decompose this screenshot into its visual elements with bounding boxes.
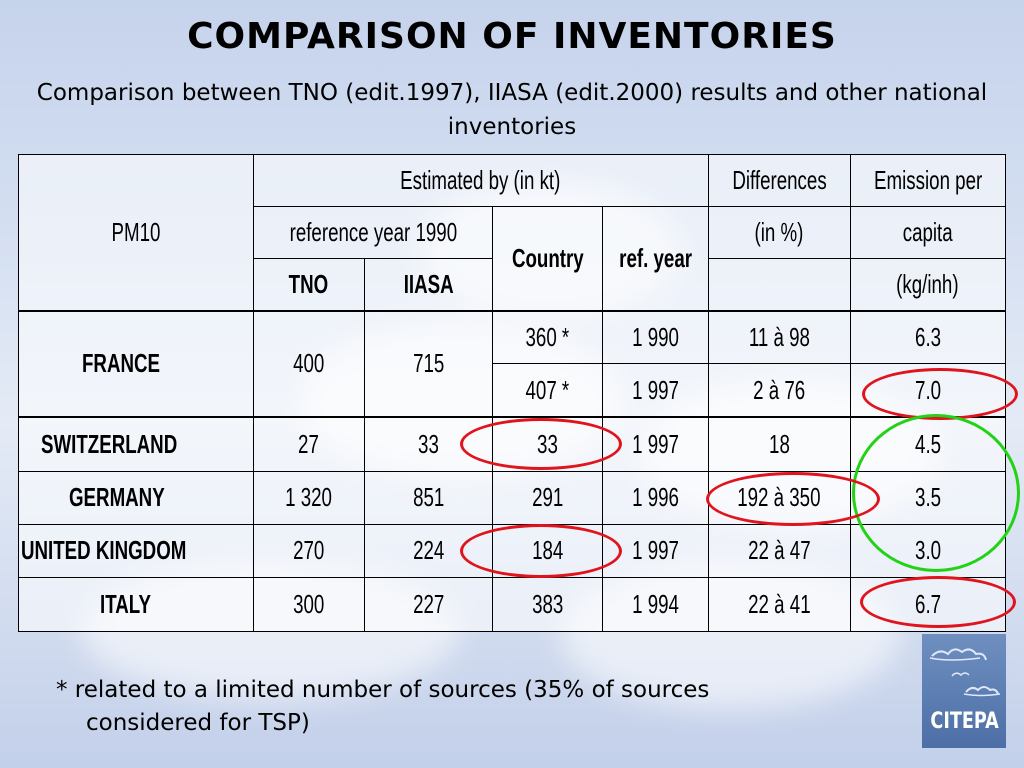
footnote-line2: considered for TSP) <box>86 710 310 736</box>
cell-emission: 3.5 <box>849 470 1007 525</box>
table-row: ITALY 300 227 383 1 994 22 à 41 6.7 <box>18 576 1007 633</box>
cell-ref-year: 1 994 <box>601 576 709 633</box>
cell-emission: 7.0 <box>849 363 1007 418</box>
cell-ref-year: 1 990 <box>601 309 709 365</box>
logo-text: CITEPA <box>930 709 999 734</box>
header-differences: Differences <box>707 153 851 208</box>
inventories-table: PM10 Estimated by (in kt) Differences Em… <box>18 153 1007 633</box>
cell-ref-year: 1 997 <box>601 415 709 472</box>
row-country-name: FRANCE <box>18 309 254 418</box>
footnote-line1: * related to a limited number of sources… <box>56 677 710 703</box>
row-country-name: SWITZERLAND <box>18 415 254 472</box>
row-country-name: ITALY <box>18 576 254 633</box>
cell-ref-year: 1 996 <box>601 470 709 525</box>
cell-iiasa: 715 <box>364 309 494 418</box>
header-emission-line2: capita <box>849 206 1007 260</box>
cell-emission: 6.7 <box>849 576 1007 633</box>
cell-differences: 18 <box>707 415 851 472</box>
cell-iiasa: 224 <box>364 523 494 578</box>
table-row: GERMANY 1 320 851 291 1 996 192 à 350 3.… <box>18 470 1007 525</box>
cell-country: 291 <box>492 470 603 525</box>
page-subtitle: Comparison between TNO (edit.1997), IIAS… <box>36 80 988 140</box>
cell-country: 407 * <box>492 363 603 418</box>
cell-country: 360 * <box>492 309 603 365</box>
cell-differences: 22 à 41 <box>707 576 851 633</box>
row-country-name: GERMANY <box>18 470 254 525</box>
cell-tno: 1 320 <box>252 470 366 525</box>
cloud-icon <box>929 648 1001 697</box>
cell-differences: 192 à 350 <box>707 470 851 525</box>
header-differences-blank <box>707 258 851 312</box>
cell-emission: 3.0 <box>849 523 1007 578</box>
cell-ref-year: 1 997 <box>601 363 709 418</box>
row-country-name: UNITED KINGDOM <box>18 523 254 578</box>
cell-iiasa: 33 <box>364 415 494 472</box>
cell-tno: 27 <box>252 415 366 472</box>
cell-ref-year: 1 997 <box>601 523 709 578</box>
citepa-logo: CITEPA <box>922 634 1006 748</box>
cell-tno: 270 <box>252 523 366 578</box>
cell-emission: 4.5 <box>849 415 1007 472</box>
cell-emission: 6.3 <box>849 309 1007 365</box>
cell-tno: 300 <box>252 576 366 633</box>
footnote: * related to a limited number of sources… <box>56 674 896 740</box>
cell-country: 33 <box>492 415 603 472</box>
cell-tno: 400 <box>252 309 366 418</box>
cell-country: 383 <box>492 576 603 633</box>
table-row: SWITZERLAND 27 33 33 1 997 18 4.5 <box>18 415 1007 472</box>
table-row: UNITED KINGDOM 270 224 184 1 997 22 à 47… <box>18 523 1007 578</box>
header-iiasa: IIASA <box>364 258 494 312</box>
header-emission: Emission per <box>849 153 1007 208</box>
cell-iiasa: 851 <box>364 470 494 525</box>
header-pm10: PM10 <box>18 153 254 312</box>
cell-country: 184 <box>492 523 603 578</box>
page-title: COMPARISON OF INVENTORIES <box>187 16 837 57</box>
header-reference-year: reference year 1990 <box>252 206 494 260</box>
cell-iiasa: 227 <box>364 576 494 633</box>
cell-differences: 2 à 76 <box>707 363 851 418</box>
header-estimated: Estimated by (in kt) <box>252 153 709 208</box>
header-ref-year: ref. year <box>601 206 709 312</box>
cell-differences: 22 à 47 <box>707 523 851 578</box>
header-differences-unit: (in %) <box>707 206 851 260</box>
table-row: FRANCE 400 715 360 * 1 990 11 à 98 6.3 <box>18 309 1007 418</box>
cell-differences: 11 à 98 <box>707 309 851 365</box>
header-emission-unit: (kg/inh) <box>849 258 1007 312</box>
header-tno: TNO <box>252 258 366 312</box>
header-country: Country <box>492 206 603 312</box>
